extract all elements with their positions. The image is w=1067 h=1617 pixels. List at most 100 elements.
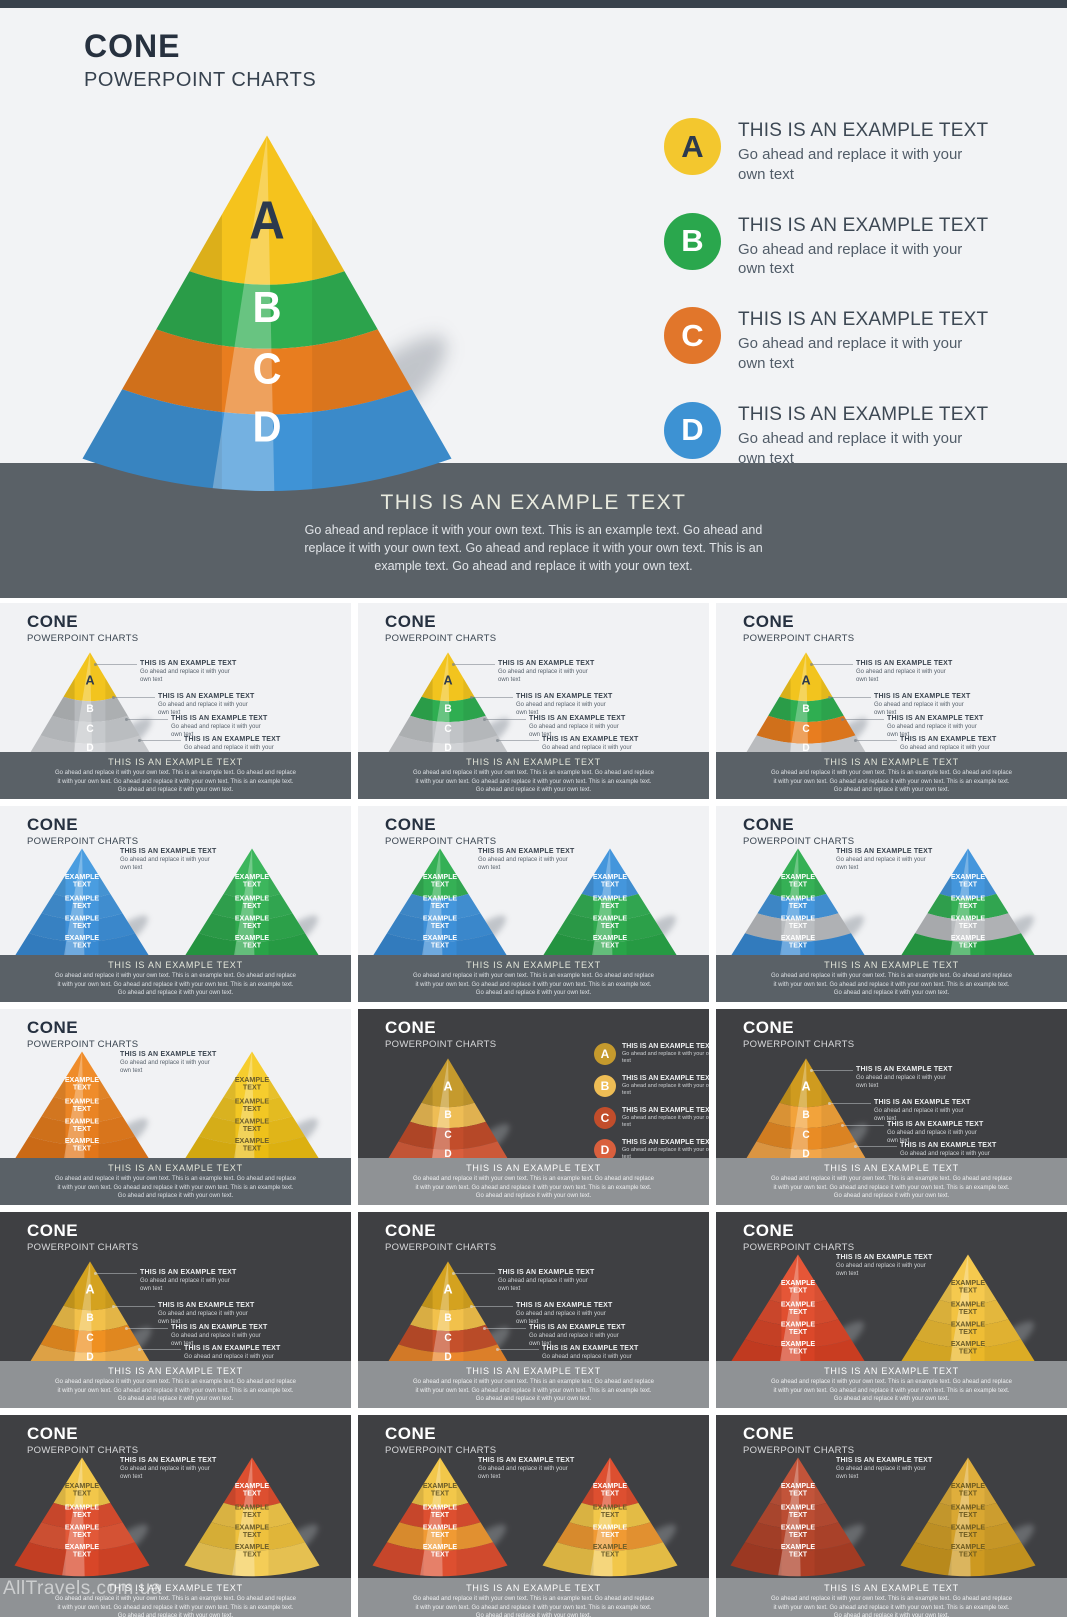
slide-thumbnail-5[interactable]: CONE POWERPOINT CHARTS EXAMPLE TEXT EXAMPLE T… bbox=[358, 806, 709, 1002]
thumb-caption-band: THIS IS AN EXAMPLE TEXT Go ahead and repl… bbox=[716, 1361, 1067, 1408]
highlight-stripe bbox=[945, 1457, 971, 1577]
thumb-subtitle: POWERPOINT CHARTS bbox=[27, 1445, 139, 1456]
cone-segment-3 bbox=[756, 715, 856, 744]
slide-thumbnail-4[interactable]: CONE POWERPOINT CHARTS EXAMPLE TEXT EXAMPLE T… bbox=[0, 806, 351, 1002]
callout-leader-line bbox=[470, 1305, 513, 1308]
segment-label-line2: TEXT bbox=[73, 881, 92, 889]
legend-body: Go ahead and replace it with your own te… bbox=[622, 1051, 709, 1065]
cone-segment-2 bbox=[410, 1305, 486, 1332]
cone-segment-4 bbox=[184, 1542, 320, 1577]
callout-body: Go ahead and replace it with your own te… bbox=[158, 1311, 248, 1326]
segment-label-line2: TEXT bbox=[243, 1084, 262, 1092]
cone-segment-3 bbox=[557, 1522, 663, 1551]
segment-label-line2: TEXT bbox=[959, 1551, 978, 1559]
callout-body: Go ahead and replace it with your own te… bbox=[836, 1263, 926, 1278]
callout-body: Go ahead and replace it with your own te… bbox=[171, 1333, 261, 1348]
slide-thumbnail-2[interactable]: CONE POWERPOINT CHARTS A B C D THIS IS AN EXAM… bbox=[358, 603, 709, 799]
callout-leader-line bbox=[483, 718, 526, 721]
thumb-title: CONE bbox=[743, 612, 795, 631]
cone-segment-3 bbox=[745, 913, 851, 942]
callout-body: Go ahead and replace it with your own te… bbox=[478, 1466, 568, 1481]
caption-body: Go ahead and replace it with your own te… bbox=[770, 770, 1013, 794]
cone-graphic: EXAMPLETEXTEXAMPLETEXTEXAMPLETEXTEXAMPLE… bbox=[14, 1457, 150, 1577]
segment-letter-c: C bbox=[444, 1333, 452, 1344]
slide-thumbnail-8[interactable]: CONE POWERPOINT CHARTS A B C D A THIS IS AN EXA… bbox=[358, 1009, 709, 1205]
segment-label-line2: TEXT bbox=[243, 1145, 262, 1153]
callout: THIS IS AN EXAMPLE TEXT Go ahead and repl… bbox=[841, 715, 997, 739]
slide-thumbnail-11[interactable]: CONE POWERPOINT CHARTS A B C D THIS IS AN EXAM… bbox=[358, 1212, 709, 1408]
thumb-caption-band: THIS IS AN EXAMPLE TEXT Go ahead and repl… bbox=[716, 955, 1067, 1002]
segment-label-line2: TEXT bbox=[959, 1308, 978, 1316]
highlight-stripe bbox=[205, 135, 276, 492]
slide-thumbnail-12[interactable]: CONE POWERPOINT CHARTS EXAMPLE TEXT EXAMPLE T… bbox=[716, 1212, 1067, 1408]
cone-graphic: A BCD bbox=[743, 652, 869, 769]
cone-graphic: EXAMPLETEXTEXAMPLETEXTEXAMPLETEXTEXAMPLE… bbox=[372, 848, 508, 968]
legend-heading: THIS IS AN EXAMPLE TEXT bbox=[738, 403, 989, 425]
slide-thumbnail-13[interactable]: CONE POWERPOINT CHARTS EXAMPLE TEXT EXAMPLE T… bbox=[0, 1415, 351, 1617]
cone-segment-1 bbox=[63, 652, 117, 702]
segment-label-line2: TEXT bbox=[73, 1084, 92, 1092]
thumb-caption-band: THIS IS AN EXAMPLE TEXT Go ahead and repl… bbox=[358, 1361, 709, 1408]
segment-letter-b: B bbox=[802, 704, 810, 715]
callout-leader-line bbox=[138, 739, 181, 742]
segment-label-line2: TEXT bbox=[601, 1511, 620, 1519]
segment-label-line2: TEXT bbox=[243, 881, 262, 889]
callout-heading: THIS IS AN EXAMPLE TEXT bbox=[478, 1457, 575, 1464]
legend-heading: THIS IS AN EXAMPLE TEXT bbox=[622, 1075, 709, 1082]
slide-thumbnail-6[interactable]: CONE POWERPOINT CHARTS EXAMPLE TEXT EXAMPLE T… bbox=[716, 806, 1067, 1002]
legend-heading: THIS IS AN EXAMPLE TEXT bbox=[622, 1043, 709, 1050]
cone-segment-3 bbox=[29, 913, 135, 942]
segment-label-line2: TEXT bbox=[431, 1490, 450, 1498]
segment-label-line2: TEXT bbox=[431, 942, 450, 950]
segment-letter-d: D bbox=[802, 743, 810, 754]
segment-label-line2: TEXT bbox=[73, 1551, 92, 1559]
cone-wrap: EXAMPLE TEXT EXAMPLE TEXT EXAMPLE TEXT EXAMPLE… bbox=[893, 1453, 1043, 1591]
slide-thumbnail-15[interactable]: CONE POWERPOINT CHARTS EXAMPLE TEXT EXAMPLE T… bbox=[716, 1415, 1067, 1617]
cone-graphic: EXAMPLETEXTEXAMPLETEXTEXAMPLETEXTEXAMPLE… bbox=[900, 1457, 1036, 1577]
cone-segment-1 bbox=[223, 848, 281, 899]
slide-thumbnail-3[interactable]: CONE POWERPOINT CHARTS A B C D THIS IS AN EXAM… bbox=[716, 603, 1067, 799]
callout-leader-line bbox=[828, 696, 871, 699]
segment-label-line1: EXAMPLE bbox=[423, 1504, 458, 1512]
segment-label-line1: EXAMPLE bbox=[65, 1543, 100, 1551]
cone-wrap: EXAMPLE TEXT EXAMPLE TEXT EXAMPLE TEXT EXAMPLE… bbox=[365, 844, 515, 982]
shade bbox=[984, 1457, 1036, 1577]
segment-label-line2: TEXT bbox=[73, 942, 92, 950]
segment-label-line1: EXAMPLE bbox=[235, 1118, 270, 1126]
callout: THIS IS AN EXAMPLE TEXT Go ahead and repl… bbox=[452, 1269, 608, 1293]
slide-thumbnail-1[interactable]: CONE POWERPOINT CHARTS A B C D THIS IS AN EXAM… bbox=[0, 603, 351, 799]
slide-thumbnail-10[interactable]: CONE POWERPOINT CHARTS A B C D THIS IS AN EXAM… bbox=[0, 1212, 351, 1408]
cone-segment-4 bbox=[730, 1542, 866, 1577]
cone-segment-1 bbox=[53, 1051, 111, 1102]
callout: THIS IS AN EXAMPLE TEXT Go ahead and repl… bbox=[125, 1324, 281, 1348]
highlight-stripe bbox=[417, 848, 443, 968]
cone-segment-2 bbox=[757, 1299, 839, 1326]
legend-item-a: A THIS IS AN EXAMPLE TEXT Go ahead and rep… bbox=[664, 118, 988, 185]
callout-heading: THIS IS AN EXAMPLE TEXT bbox=[529, 1324, 626, 1331]
segment-letter-a: A bbox=[85, 672, 94, 687]
legend-body: Go ahead and replace it with your own te… bbox=[622, 1083, 709, 1097]
callout: THIS IS AN EXAMPLE TEXT Go ahead and repl… bbox=[841, 1121, 997, 1145]
slide-thumbnail-9[interactable]: CONE POWERPOINT CHARTS A B C D THIS IS AN EXAM… bbox=[716, 1009, 1067, 1205]
segment-label-line2: TEXT bbox=[959, 922, 978, 930]
callout-heading: THIS IS AN EXAMPLE TEXT bbox=[184, 1345, 281, 1352]
cone-segment-3 bbox=[557, 913, 663, 942]
callout: THIS IS AN EXAMPLE TEXT Go ahead and repl… bbox=[810, 660, 966, 684]
callout-body: Go ahead and replace it with your own te… bbox=[158, 702, 248, 717]
cone-segment-4 bbox=[900, 1542, 1036, 1577]
segment-label-line2: TEXT bbox=[73, 922, 92, 930]
segment-letter-c: C bbox=[86, 724, 94, 735]
slide-thumbnail-14[interactable]: CONE POWERPOINT CHARTS EXAMPLE TEXT EXAMPLE T… bbox=[358, 1415, 709, 1617]
callout-leader-line bbox=[94, 663, 137, 666]
cone-graphic: EXAMPLETEXTEXAMPLETEXTEXAMPLETEXTEXAMPLE… bbox=[372, 1457, 508, 1577]
segment-label-line2: TEXT bbox=[789, 1511, 808, 1519]
caption-body: Go ahead and replace it with your own te… bbox=[412, 973, 655, 997]
callout-heading: THIS IS AN EXAMPLE TEXT bbox=[498, 660, 595, 667]
slide-thumbnail-7[interactable]: CONE POWERPOINT CHARTS EXAMPLE TEXT EXAMPLE T… bbox=[0, 1009, 351, 1205]
segment-label-line1: EXAMPLE bbox=[951, 873, 986, 881]
caption-heading: THIS IS AN EXAMPLE TEXT bbox=[380, 491, 687, 514]
segment-letter-b: B bbox=[86, 704, 94, 715]
